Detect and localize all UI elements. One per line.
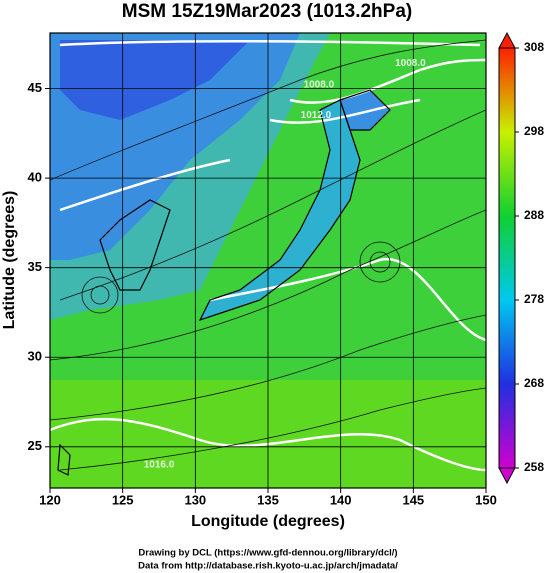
streamlines xyxy=(50,39,486,471)
hokkaido-land xyxy=(340,90,390,130)
colorbar-tick-label: 298 xyxy=(524,124,544,138)
colorbar-tick-label: 258 xyxy=(524,460,544,474)
x-tick-label: 130 xyxy=(184,492,206,507)
colorbar-tick-label: 268 xyxy=(524,376,544,390)
colorbar: 258 268 278 288 298 308 xyxy=(498,31,544,485)
y-tick-label: 45 xyxy=(28,80,42,95)
y-tick-label: 30 xyxy=(28,349,42,364)
colorbar-extend-high xyxy=(498,31,516,49)
credit-line: Drawing by DCL (https://www.gfd-dennou.o… xyxy=(138,548,397,559)
colorbar-body xyxy=(498,47,516,469)
field-colder xyxy=(60,40,250,120)
contour-label: 1008.0 xyxy=(395,58,426,69)
y-tick-label: 35 xyxy=(28,259,42,274)
colorbar-tick-label: 288 xyxy=(524,208,544,222)
x-tick-label: 135 xyxy=(257,492,279,507)
isobars xyxy=(50,40,486,472)
y-tick-label: 25 xyxy=(28,438,42,453)
x-tick-label: 120 xyxy=(39,492,61,507)
credit-line: Data from http://database.rish.kyoto-u.a… xyxy=(138,561,398,572)
coastlines xyxy=(57,89,391,476)
x-tick-label: 125 xyxy=(112,492,134,507)
x-tick-label: 140 xyxy=(330,492,352,507)
x-axis-label: Longitude (degrees) xyxy=(191,513,345,530)
contour-label: 1012.0 xyxy=(301,110,332,121)
chart-title: MSM 15Z19Mar2023 (1013.2hPa) xyxy=(122,1,412,22)
contour-label: 1008.0 xyxy=(304,80,335,91)
y-tick-label: 40 xyxy=(28,170,42,185)
colorbar-tick-label: 278 xyxy=(524,292,544,306)
x-tick-label: 150 xyxy=(475,492,497,507)
colorbar-extend-low xyxy=(498,467,516,485)
contour-label: 1016.0 xyxy=(144,459,175,470)
colorbar-tick-label: 308 xyxy=(524,40,544,54)
y-axis-label: Latitude (degrees) xyxy=(1,191,18,330)
x-tick-label: 145 xyxy=(402,492,424,507)
